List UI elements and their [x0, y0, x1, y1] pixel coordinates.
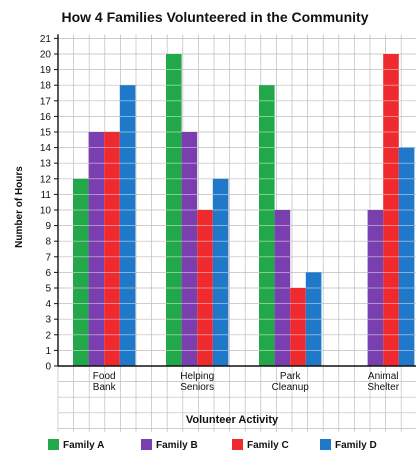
bars	[73, 54, 415, 366]
bar	[181, 132, 198, 366]
bar	[104, 132, 120, 366]
labels: 0123456789101112131415161718192021FoodBa…	[40, 34, 400, 393]
legend-swatch	[232, 439, 243, 450]
y-tick-label: 13	[40, 159, 52, 170]
x-tick-label: Shelter	[367, 382, 399, 393]
y-tick-label: 12	[40, 174, 52, 185]
legend-label: Family B	[156, 440, 198, 451]
legend-swatch	[141, 439, 152, 450]
x-tick-label: Seniors	[180, 382, 214, 393]
x-axis-label: Volunteer Activity	[186, 414, 279, 426]
y-tick-label: 2	[45, 330, 51, 341]
y-axis-label: Number of Hours	[14, 166, 25, 248]
y-tick-label: 3	[45, 315, 51, 326]
y-tick-label: 21	[40, 34, 52, 45]
axes	[54, 34, 416, 367]
y-tick-label: 20	[40, 50, 52, 61]
y-tick-label: 9	[45, 221, 51, 232]
y-tick-label: 7	[45, 252, 51, 263]
y-tick-label: 16	[40, 112, 52, 123]
y-tick-label: 6	[45, 268, 51, 279]
y-tick-label: 15	[40, 128, 52, 139]
y-tick-label: 5	[45, 284, 51, 295]
y-tick-label: 14	[40, 143, 52, 154]
y-tick-label: 17	[40, 96, 52, 107]
x-tick-label: Bank	[93, 382, 117, 393]
legend-label: Family C	[247, 440, 289, 451]
legend-swatch	[320, 439, 331, 450]
y-tick-label: 19	[40, 65, 52, 76]
y-tick-label: 8	[45, 237, 51, 248]
y-tick-label: 4	[45, 299, 51, 310]
bar	[88, 132, 105, 366]
legend-swatch	[48, 439, 59, 450]
x-tick-label: Helping	[180, 371, 214, 382]
legend: Family A Family B Family C Family D	[48, 439, 377, 451]
y-tick-label: 10	[40, 206, 52, 217]
bar	[290, 288, 306, 366]
y-tick-label: 0	[45, 362, 51, 373]
y-tick-label: 1	[45, 346, 51, 357]
chart-title: How 4 Families Volunteered in the Commun…	[61, 9, 368, 25]
x-tick-label: Cleanup	[272, 382, 310, 393]
legend-label: Family A	[63, 440, 104, 451]
x-tick-label: Park	[280, 371, 302, 382]
legend-label: Family D	[335, 440, 377, 451]
x-tick-label: Food	[93, 371, 116, 382]
x-tick-label: Animal	[368, 371, 399, 382]
y-tick-label: 18	[40, 81, 52, 92]
y-tick-label: 11	[41, 190, 52, 201]
